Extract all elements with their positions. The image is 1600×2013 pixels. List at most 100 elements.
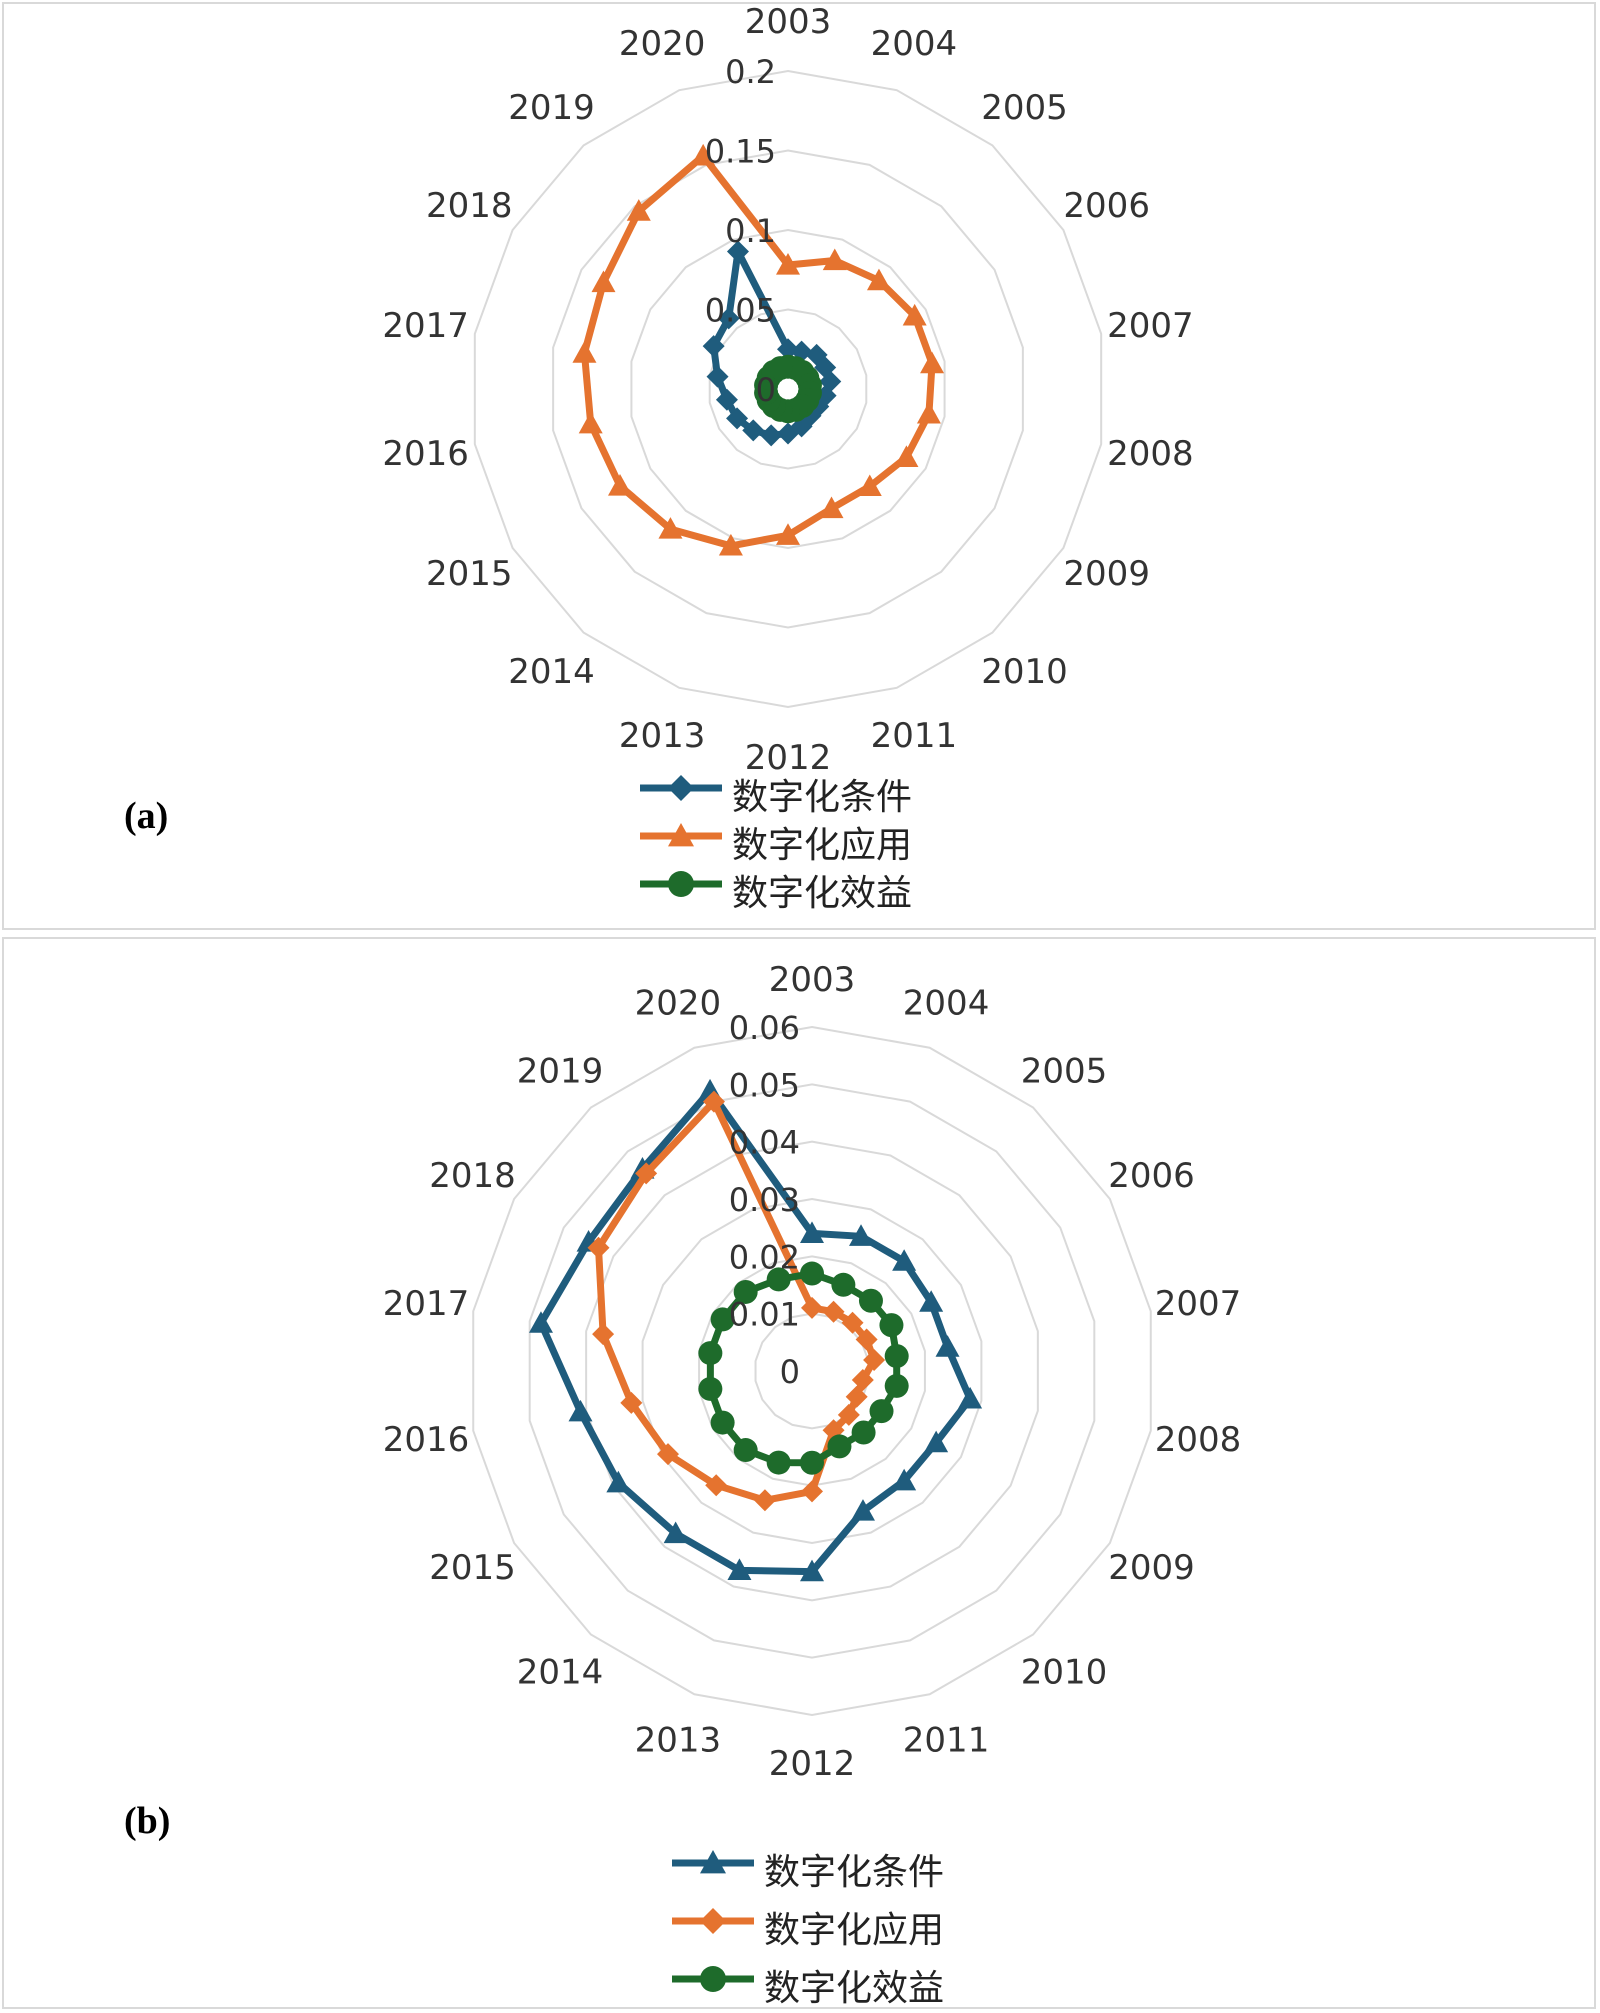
data-point <box>626 199 651 221</box>
data-point <box>920 351 945 374</box>
category-label: 2009 <box>1063 554 1150 594</box>
data-point <box>827 1434 852 1459</box>
data-point <box>635 1162 658 1185</box>
data-point <box>863 1349 886 1372</box>
legend-symbol <box>668 775 694 801</box>
data-point <box>760 424 783 447</box>
legend-label: 数字化条件 <box>732 777 913 818</box>
data-point <box>777 422 799 445</box>
data-point <box>869 1399 894 1424</box>
radial-tick-label: 0 <box>780 1353 800 1391</box>
category-label: 2012 <box>769 1744 856 1784</box>
category-label: 2013 <box>635 1720 722 1760</box>
data-point <box>919 1290 944 1312</box>
data-point <box>776 523 800 545</box>
data-point <box>851 1420 876 1445</box>
grid-ring <box>708 308 868 470</box>
data-point <box>879 1313 904 1338</box>
data-point <box>849 1224 874 1246</box>
data-point <box>710 1307 735 1332</box>
legend-symbol <box>700 1850 726 1874</box>
legend-marker-benefit <box>672 1966 754 1992</box>
category-labels: 2003 2004 2005 2006 2007 2008 2009 2010 2011 2012… <box>383 960 1242 1784</box>
data-point <box>592 1323 615 1346</box>
legend-marker-condition <box>640 775 722 801</box>
legend-label: 数字化应用 <box>732 825 913 866</box>
series-application <box>572 143 945 556</box>
category-label: 2004 <box>903 984 990 1024</box>
category-label: 2017 <box>383 1284 470 1324</box>
data-point <box>822 248 847 271</box>
category-label: 2008 <box>1107 434 1194 474</box>
legend-label: 数字化条件 <box>764 1852 945 1893</box>
data-point <box>591 270 616 293</box>
legend-symbol <box>700 1908 726 1934</box>
category-labels: 2003 2004 2005 2006 2007 2008 2009 2010 2011 2012… <box>382 4 1193 778</box>
data-point <box>837 1403 860 1426</box>
grid-ring <box>528 1083 1096 1659</box>
data-point <box>753 1489 776 1512</box>
category-label: 2015 <box>429 1548 516 1588</box>
grid-lines <box>473 69 1103 709</box>
grid-ring <box>472 1025 1152 1717</box>
data-point <box>855 1328 878 1351</box>
data-point <box>935 1335 960 1357</box>
category-label: 2003 <box>769 960 856 1000</box>
legend-symbol <box>668 823 694 847</box>
data-point <box>568 1399 593 1422</box>
legend-symbol <box>668 871 694 897</box>
category-label: 2003 <box>745 4 832 42</box>
data-point <box>658 517 683 539</box>
series-application <box>587 1090 886 1512</box>
radial-tick-label: 0.05 <box>729 1066 800 1104</box>
category-label: 2017 <box>382 306 469 346</box>
data-point <box>733 1279 758 1304</box>
panel-label-b: (b) <box>124 1800 171 1842</box>
data-point <box>702 1090 725 1113</box>
category-label: 2005 <box>981 88 1068 128</box>
legend-marker-application <box>672 1908 754 1934</box>
data-point <box>801 1480 823 1503</box>
category-label: 2014 <box>508 652 595 692</box>
data-point <box>657 1443 680 1466</box>
data-point <box>902 303 927 326</box>
category-label: 2016 <box>382 434 469 474</box>
category-label: 2019 <box>517 1052 604 1092</box>
category-label: 2018 <box>429 1156 516 1196</box>
data-point <box>702 335 725 358</box>
data-point <box>894 445 919 467</box>
data-point <box>766 1267 791 1292</box>
data-point <box>572 341 597 363</box>
data-point <box>608 473 633 496</box>
data-point <box>715 388 738 411</box>
data-point <box>698 1376 723 1401</box>
category-label: 2019 <box>508 88 595 128</box>
data-point <box>587 1236 610 1259</box>
data-point <box>892 1468 917 1491</box>
data-point <box>710 1410 735 1435</box>
category-label: 2020 <box>619 24 706 64</box>
category-label: 2011 <box>871 716 958 756</box>
grid-ring <box>473 69 1103 709</box>
data-point <box>866 268 891 291</box>
data-point <box>800 1261 824 1286</box>
data-point <box>892 1249 917 1271</box>
data-point <box>733 1438 758 1463</box>
data-point <box>768 356 793 381</box>
data-point <box>578 411 603 434</box>
data-point <box>606 1470 631 1493</box>
data-point <box>717 307 740 330</box>
data-point <box>528 1311 553 1333</box>
legend-marker-application <box>640 823 722 847</box>
radial-tick-labels: 0 0.01 0.02 0.03 0.04 0.05 0.06 <box>729 1009 800 1391</box>
category-label: 2008 <box>1155 1420 1242 1460</box>
category-label: 2015 <box>426 554 513 594</box>
data-point <box>691 143 716 166</box>
data-point <box>800 1221 824 1243</box>
legend-symbol <box>700 1966 726 1992</box>
grid-ring <box>641 1197 983 1545</box>
category-label: 2005 <box>1021 1052 1108 1092</box>
data-point <box>800 1559 824 1582</box>
data-point <box>620 1391 643 1414</box>
data-point <box>705 1474 728 1497</box>
